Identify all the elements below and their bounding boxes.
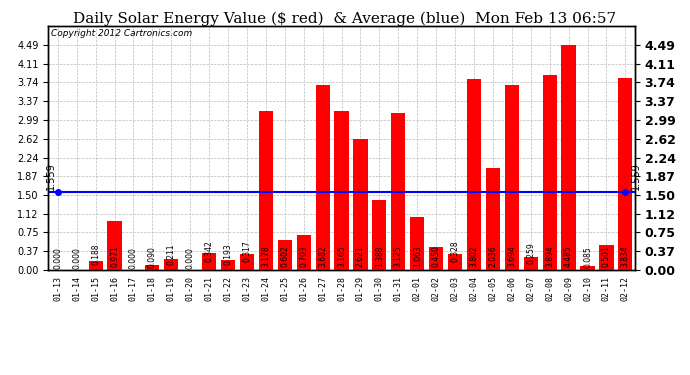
Text: 02-12: 02-12 [621,276,630,301]
Bar [202,253,216,270]
Bar [259,111,273,270]
Bar [335,111,348,270]
Text: 01-20: 01-20 [186,276,195,301]
Text: 01-17: 01-17 [129,276,138,301]
Text: 2.036: 2.036 [489,246,497,267]
Text: 1.559: 1.559 [46,162,56,190]
Bar [315,86,330,270]
Text: 02-09: 02-09 [564,276,573,301]
Text: 01-21: 01-21 [205,276,214,301]
Text: 01-30: 01-30 [375,276,384,301]
Bar [562,45,575,270]
Bar [542,75,557,270]
Text: 02-03: 02-03 [451,276,460,301]
Text: 0.450: 0.450 [432,246,441,267]
Text: 0.211: 0.211 [167,243,176,265]
Bar [164,260,179,270]
Text: 02-11: 02-11 [602,276,611,301]
Text: 0.000: 0.000 [53,248,62,270]
Text: 02-04: 02-04 [469,276,478,301]
Text: 01-13: 01-13 [53,276,62,301]
Bar [240,254,254,270]
Text: 02-01: 02-01 [413,276,422,301]
Text: 1.559: 1.559 [631,162,641,190]
Text: 3.165: 3.165 [337,246,346,267]
Text: 3.802: 3.802 [469,246,478,267]
Bar [410,217,424,270]
Text: 02-07: 02-07 [526,276,535,301]
Bar [580,266,595,270]
Text: 3.694: 3.694 [507,246,516,267]
Text: 0.971: 0.971 [110,246,119,267]
Bar [504,85,519,270]
Bar [448,254,462,270]
Text: 1.388: 1.388 [375,246,384,267]
Text: 0.000: 0.000 [186,248,195,270]
Bar [88,261,103,270]
Bar [429,248,443,270]
Bar [524,257,538,270]
Text: 02-06: 02-06 [507,276,516,301]
Bar [391,113,406,270]
Bar [486,168,500,270]
Text: 01-19: 01-19 [167,276,176,301]
Text: 3.834: 3.834 [621,246,630,267]
Text: 1.063: 1.063 [413,246,422,267]
Text: 0.085: 0.085 [583,246,592,268]
Bar [618,78,633,270]
Text: 0.193: 0.193 [224,243,233,265]
Text: 02-05: 02-05 [489,276,497,301]
Text: 3.682: 3.682 [318,246,327,267]
Bar [277,240,292,270]
Text: 01-23: 01-23 [242,276,251,301]
Text: 01-25: 01-25 [280,276,289,301]
Text: 0.317: 0.317 [242,241,251,262]
Text: 0.328: 0.328 [451,241,460,262]
Text: 01-29: 01-29 [356,276,365,301]
Text: 01-26: 01-26 [299,276,308,301]
Text: 3.894: 3.894 [545,246,554,267]
Text: 0.602: 0.602 [280,246,289,267]
Text: 0.090: 0.090 [148,246,157,268]
Text: 0.703: 0.703 [299,246,308,267]
Text: 0.342: 0.342 [205,241,214,262]
Text: 01-16: 01-16 [110,276,119,301]
Bar [467,80,481,270]
Bar [146,266,159,270]
Text: 01-28: 01-28 [337,276,346,301]
Text: 02-10: 02-10 [583,276,592,301]
Bar [297,235,310,270]
Bar [600,245,613,270]
Text: 01-15: 01-15 [91,276,100,301]
Text: 01-27: 01-27 [318,276,327,301]
Bar [108,221,121,270]
Text: 02-02: 02-02 [432,276,441,301]
Text: 0.000: 0.000 [72,248,81,270]
Text: 0.000: 0.000 [129,248,138,270]
Text: 0.501: 0.501 [602,246,611,267]
Text: 01-22: 01-22 [224,276,233,301]
Text: 01-18: 01-18 [148,276,157,301]
Text: 01-24: 01-24 [262,276,270,301]
Text: 01-31: 01-31 [394,276,403,301]
Text: 2.621: 2.621 [356,246,365,267]
Text: 02-08: 02-08 [545,276,554,301]
Text: 3.125: 3.125 [394,246,403,267]
Text: Copyright 2012 Cartronics.com: Copyright 2012 Cartronics.com [51,29,193,38]
Text: 4.485: 4.485 [564,246,573,267]
Text: 3.178: 3.178 [262,246,270,267]
Bar [373,200,386,270]
Bar [353,138,368,270]
Text: Daily Solar Energy Value ($ red)  & Average (blue)  Mon Feb 13 06:57: Daily Solar Energy Value ($ red) & Avera… [73,11,617,26]
Text: 01-14: 01-14 [72,276,81,301]
Text: 0.259: 0.259 [526,242,535,264]
Text: 0.188: 0.188 [91,244,100,265]
Bar [221,260,235,270]
